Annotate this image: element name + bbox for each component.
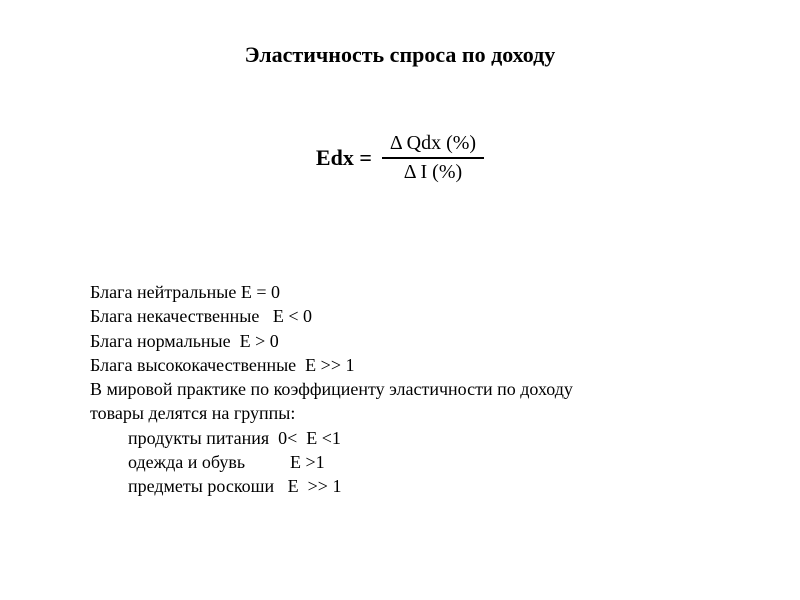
- text-line: одежда и обувь Е >1: [90, 450, 740, 474]
- formula-numerator: Δ Qdx (%): [382, 130, 484, 157]
- text-line: товары делятся на группы:: [90, 401, 740, 425]
- slide-title: Эластичность спроса по доходу: [0, 42, 800, 68]
- formula: Edx = Δ Qdx (%) Δ I (%): [0, 130, 800, 186]
- body-text: Блага нейтральные Е = 0 Блага некачестве…: [90, 280, 740, 499]
- slide: Эластичность спроса по доходу Edx = Δ Qd…: [0, 0, 800, 600]
- text-line: Блага некачественные Е < 0: [90, 304, 740, 328]
- formula-fraction: Δ Qdx (%) Δ I (%): [382, 130, 484, 186]
- text-line: Блага высококачественные Е >> 1: [90, 353, 740, 377]
- formula-denominator: Δ I (%): [396, 159, 470, 186]
- text-line: Блага нормальные Е > 0: [90, 329, 740, 353]
- text-line: В мировой практике по коэффициенту эласт…: [90, 377, 740, 401]
- text-line: предметы роскоши Е >> 1: [90, 474, 740, 498]
- text-line: Блага нейтральные Е = 0: [90, 280, 740, 304]
- formula-lhs: Edx =: [316, 145, 372, 171]
- text-line: продукты питания 0< Е <1: [90, 426, 740, 450]
